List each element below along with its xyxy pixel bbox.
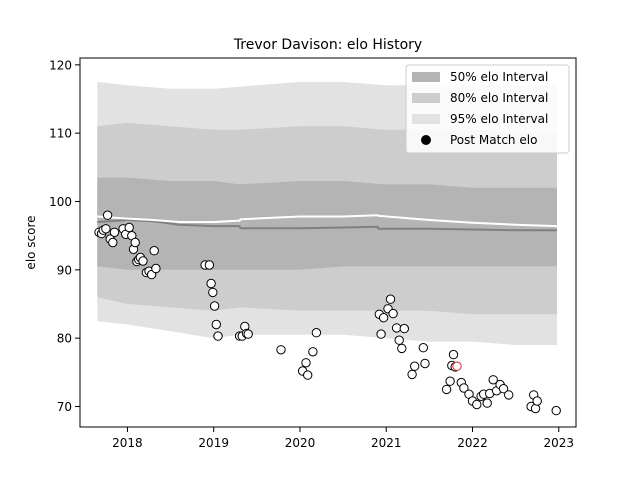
x-tick-label: 2018 [112,436,143,450]
band-50 [97,177,558,270]
post-match-point [418,343,428,353]
post-match-point [532,396,542,406]
highlighted-point [452,361,462,371]
y-tick-label: 90 [57,263,72,277]
post-match-points [94,210,561,416]
y-axis: 70 80 90 100 110 120 [49,58,80,414]
x-tick-label: 2021 [371,436,402,450]
post-match-point [482,398,492,408]
post-match-point [206,278,216,289]
post-match-point [130,237,140,248]
post-match-point [385,294,396,304]
post-match-point [102,210,113,220]
legend-label: Post Match elo [450,133,537,147]
post-match-point [101,224,111,234]
y-tick-label: 80 [57,332,72,346]
legend-swatch [412,72,440,82]
x-tick-label: 2023 [543,436,574,450]
post-match-point [376,329,386,339]
post-match-point [301,358,311,368]
post-match-point [209,301,220,311]
post-match-point [407,369,417,380]
legend-swatch [412,93,440,103]
post-match-point [303,370,313,380]
y-tick-label: 100 [49,195,72,209]
series-lines [97,214,558,232]
x-tick-label: 2020 [285,436,316,450]
post-match-point [498,384,509,394]
post-match-point [311,328,322,338]
legend-label: 50% elo Interval [450,70,548,84]
post-match-point [397,343,407,354]
y-tick-label: 120 [49,58,72,72]
post-match-point [308,347,318,357]
legend-label: 80% elo Interval [450,91,548,105]
post-match-point [504,390,514,400]
post-match-point [149,246,159,256]
post-match-point [459,383,469,393]
x-tick-label: 2019 [198,436,229,450]
mean-elo-line [97,218,557,232]
post-match-point [276,345,286,355]
post-match-point [109,227,120,238]
legend: 50% elo Interval 80% elo Interval 95% elo … [405,64,570,154]
post-match-point [394,335,404,345]
post-match-point [551,405,561,416]
post-match-point [410,361,420,371]
plot-frame [79,57,577,428]
y-tick-label: 70 [57,400,72,414]
post-match-point [399,323,409,334]
post-match-point [243,329,253,339]
post-match-point [138,256,148,266]
post-match-point [391,323,402,333]
post-match-point [208,287,218,298]
legend-box [405,64,570,154]
x-axis: 2018 2019 2020 2021 2022 2023 [112,427,574,450]
chart-title: Trevor Davison: elo History [233,37,422,53]
post-match-point [151,263,161,274]
post-match-point [448,349,459,360]
x-tick-label: 2022 [457,436,488,450]
post-match-point [388,308,398,319]
post-match-point [441,384,452,395]
post-match-point [213,331,223,341]
upper-elo-line [97,214,558,228]
post-match-point [420,358,430,369]
y-axis-title: elo score [24,215,38,269]
post-match-point [378,313,389,323]
post-match-point [445,376,455,386]
post-match-point [530,403,541,414]
post-match-point [108,237,118,248]
post-match-point [211,319,222,330]
legend-swatch [412,114,440,124]
post-match-point [488,375,498,385]
legend-label: 95% elo Interval [450,112,548,126]
post-match-point [204,260,215,270]
post-match-point [472,399,482,410]
post-match-point [124,222,134,233]
legend-marker [421,135,431,145]
y-tick-label: 110 [49,127,72,141]
